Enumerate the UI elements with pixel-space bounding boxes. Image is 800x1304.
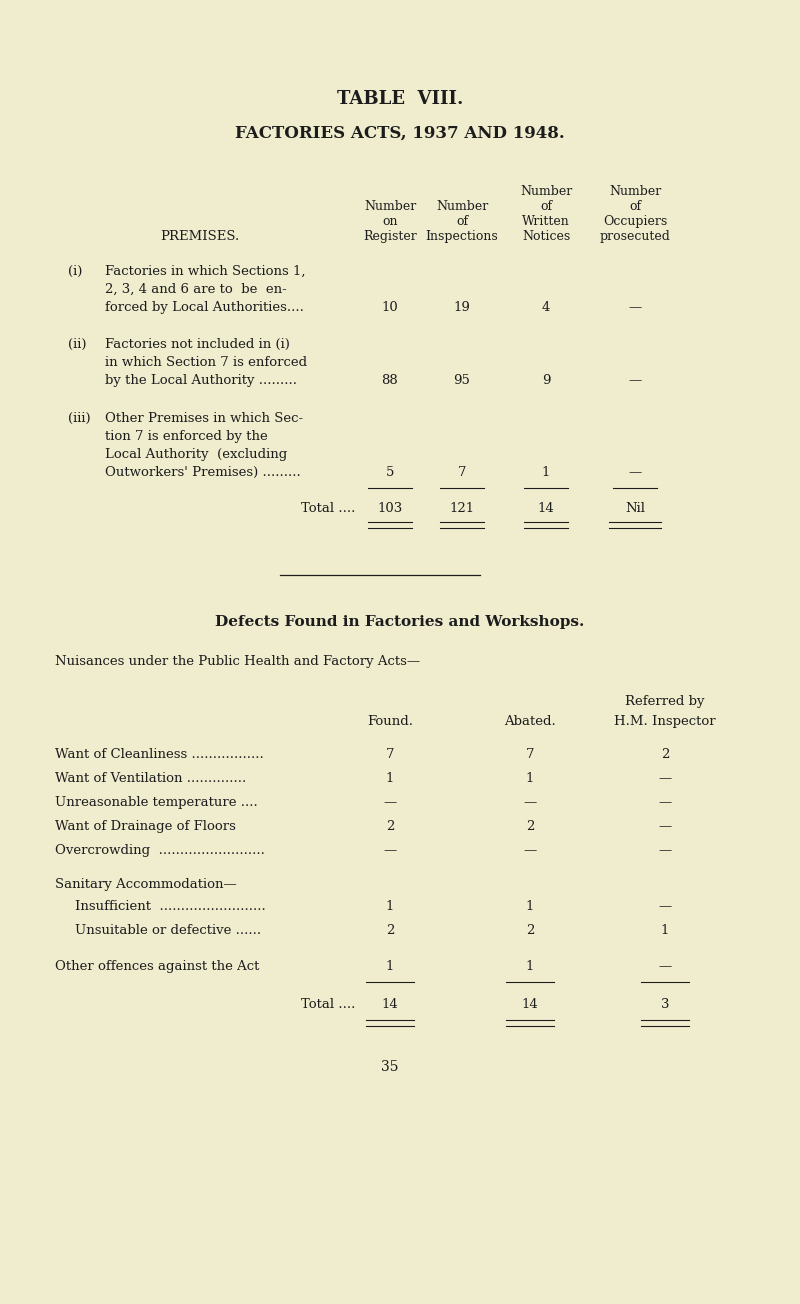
Text: Want of Drainage of Floors: Want of Drainage of Floors bbox=[55, 820, 236, 833]
Text: Inspections: Inspections bbox=[426, 230, 498, 243]
Text: in which Section 7 is enforced: in which Section 7 is enforced bbox=[105, 356, 307, 369]
Text: —: — bbox=[383, 844, 397, 857]
Text: 2: 2 bbox=[661, 748, 669, 762]
Text: 2: 2 bbox=[526, 820, 534, 833]
Text: Unsuitable or defective ......: Unsuitable or defective ...... bbox=[75, 925, 261, 938]
Text: 35: 35 bbox=[382, 1060, 398, 1074]
Text: 2: 2 bbox=[526, 925, 534, 938]
Text: prosecuted: prosecuted bbox=[599, 230, 670, 243]
Text: 1: 1 bbox=[526, 960, 534, 973]
Text: on: on bbox=[382, 215, 398, 228]
Text: —: — bbox=[658, 795, 672, 808]
Text: 10: 10 bbox=[382, 301, 398, 314]
Text: 1: 1 bbox=[526, 900, 534, 913]
Text: —: — bbox=[658, 820, 672, 833]
Text: tion 7 is enforced by the: tion 7 is enforced by the bbox=[105, 430, 268, 443]
Text: 2: 2 bbox=[386, 820, 394, 833]
Text: Number: Number bbox=[364, 200, 416, 213]
Text: Factories not included in (i): Factories not included in (i) bbox=[105, 338, 290, 351]
Text: Total ....: Total .... bbox=[301, 998, 355, 1011]
Text: forced by Local Authorities....: forced by Local Authorities.... bbox=[105, 301, 304, 314]
Text: Number: Number bbox=[520, 185, 572, 198]
Text: 7: 7 bbox=[386, 748, 394, 762]
Text: Referred by: Referred by bbox=[626, 695, 705, 708]
Text: FACTORIES ACTS, 1937 AND 1948.: FACTORIES ACTS, 1937 AND 1948. bbox=[235, 125, 565, 142]
Text: Written: Written bbox=[522, 215, 570, 228]
Text: —: — bbox=[628, 301, 642, 314]
Text: 2: 2 bbox=[386, 925, 394, 938]
Text: Outworkers' Premises) .........: Outworkers' Premises) ......... bbox=[105, 466, 301, 479]
Text: —: — bbox=[658, 960, 672, 973]
Text: Abated.: Abated. bbox=[504, 715, 556, 728]
Text: Defects Found in Factories and Workshops.: Defects Found in Factories and Workshops… bbox=[215, 615, 585, 629]
Text: (i): (i) bbox=[68, 265, 82, 278]
Text: Notices: Notices bbox=[522, 230, 570, 243]
Text: —: — bbox=[523, 795, 537, 808]
Text: Want of Cleanliness .................: Want of Cleanliness ................. bbox=[55, 748, 264, 762]
Text: Want of Ventilation ..............: Want of Ventilation .............. bbox=[55, 772, 246, 785]
Text: 9: 9 bbox=[542, 374, 550, 387]
Text: Unreasonable temperature ....: Unreasonable temperature .... bbox=[55, 795, 258, 808]
Text: 7: 7 bbox=[526, 748, 534, 762]
Text: 19: 19 bbox=[454, 301, 470, 314]
Text: 4: 4 bbox=[542, 301, 550, 314]
Text: —: — bbox=[628, 374, 642, 387]
Text: Other offences against the Act: Other offences against the Act bbox=[55, 960, 259, 973]
Text: (iii): (iii) bbox=[68, 412, 90, 425]
Text: Local Authority  (excluding: Local Authority (excluding bbox=[105, 449, 287, 462]
Text: of: of bbox=[456, 215, 468, 228]
Text: TABLE  VIII.: TABLE VIII. bbox=[337, 90, 463, 108]
Text: Sanitary Accommodation—: Sanitary Accommodation— bbox=[55, 878, 237, 891]
Text: Number: Number bbox=[609, 185, 661, 198]
Text: PREMISES.: PREMISES. bbox=[160, 230, 240, 243]
Text: Insufficient  .........................: Insufficient ......................... bbox=[75, 900, 266, 913]
Text: —: — bbox=[383, 795, 397, 808]
Text: Nuisances under the Public Health and Factory Acts—: Nuisances under the Public Health and Fa… bbox=[55, 655, 420, 668]
Text: 1: 1 bbox=[542, 466, 550, 479]
Text: 1: 1 bbox=[386, 960, 394, 973]
Text: —: — bbox=[658, 844, 672, 857]
Text: Other Premises in which Sec-: Other Premises in which Sec- bbox=[105, 412, 303, 425]
Text: (ii): (ii) bbox=[68, 338, 86, 351]
Text: —: — bbox=[658, 772, 672, 785]
Text: 14: 14 bbox=[522, 998, 538, 1011]
Text: Factories in which Sections 1,: Factories in which Sections 1, bbox=[105, 265, 306, 278]
Text: 14: 14 bbox=[538, 502, 554, 515]
Text: 1: 1 bbox=[526, 772, 534, 785]
Text: by the Local Authority .........: by the Local Authority ......... bbox=[105, 374, 297, 387]
Text: 1: 1 bbox=[386, 772, 394, 785]
Text: —: — bbox=[658, 900, 672, 913]
Text: of: of bbox=[629, 200, 641, 213]
Text: Overcrowding  .........................: Overcrowding ......................... bbox=[55, 844, 265, 857]
Text: 95: 95 bbox=[454, 374, 470, 387]
Text: Nil: Nil bbox=[625, 502, 645, 515]
Text: Found.: Found. bbox=[367, 715, 413, 728]
Text: of: of bbox=[540, 200, 552, 213]
Text: Number: Number bbox=[436, 200, 488, 213]
Text: 5: 5 bbox=[386, 466, 394, 479]
Text: Register: Register bbox=[363, 230, 417, 243]
Text: 88: 88 bbox=[382, 374, 398, 387]
Text: 14: 14 bbox=[382, 998, 398, 1011]
Text: H.M. Inspector: H.M. Inspector bbox=[614, 715, 716, 728]
Text: Total ....: Total .... bbox=[301, 502, 355, 515]
Text: 103: 103 bbox=[378, 502, 402, 515]
Text: 3: 3 bbox=[661, 998, 670, 1011]
Text: 121: 121 bbox=[450, 502, 474, 515]
Text: —: — bbox=[628, 466, 642, 479]
Text: Occupiers: Occupiers bbox=[603, 215, 667, 228]
Text: 7: 7 bbox=[458, 466, 466, 479]
Text: 2, 3, 4 and 6 are to  be  en-: 2, 3, 4 and 6 are to be en- bbox=[105, 283, 286, 296]
Text: 1: 1 bbox=[661, 925, 669, 938]
Text: 1: 1 bbox=[386, 900, 394, 913]
Text: —: — bbox=[523, 844, 537, 857]
